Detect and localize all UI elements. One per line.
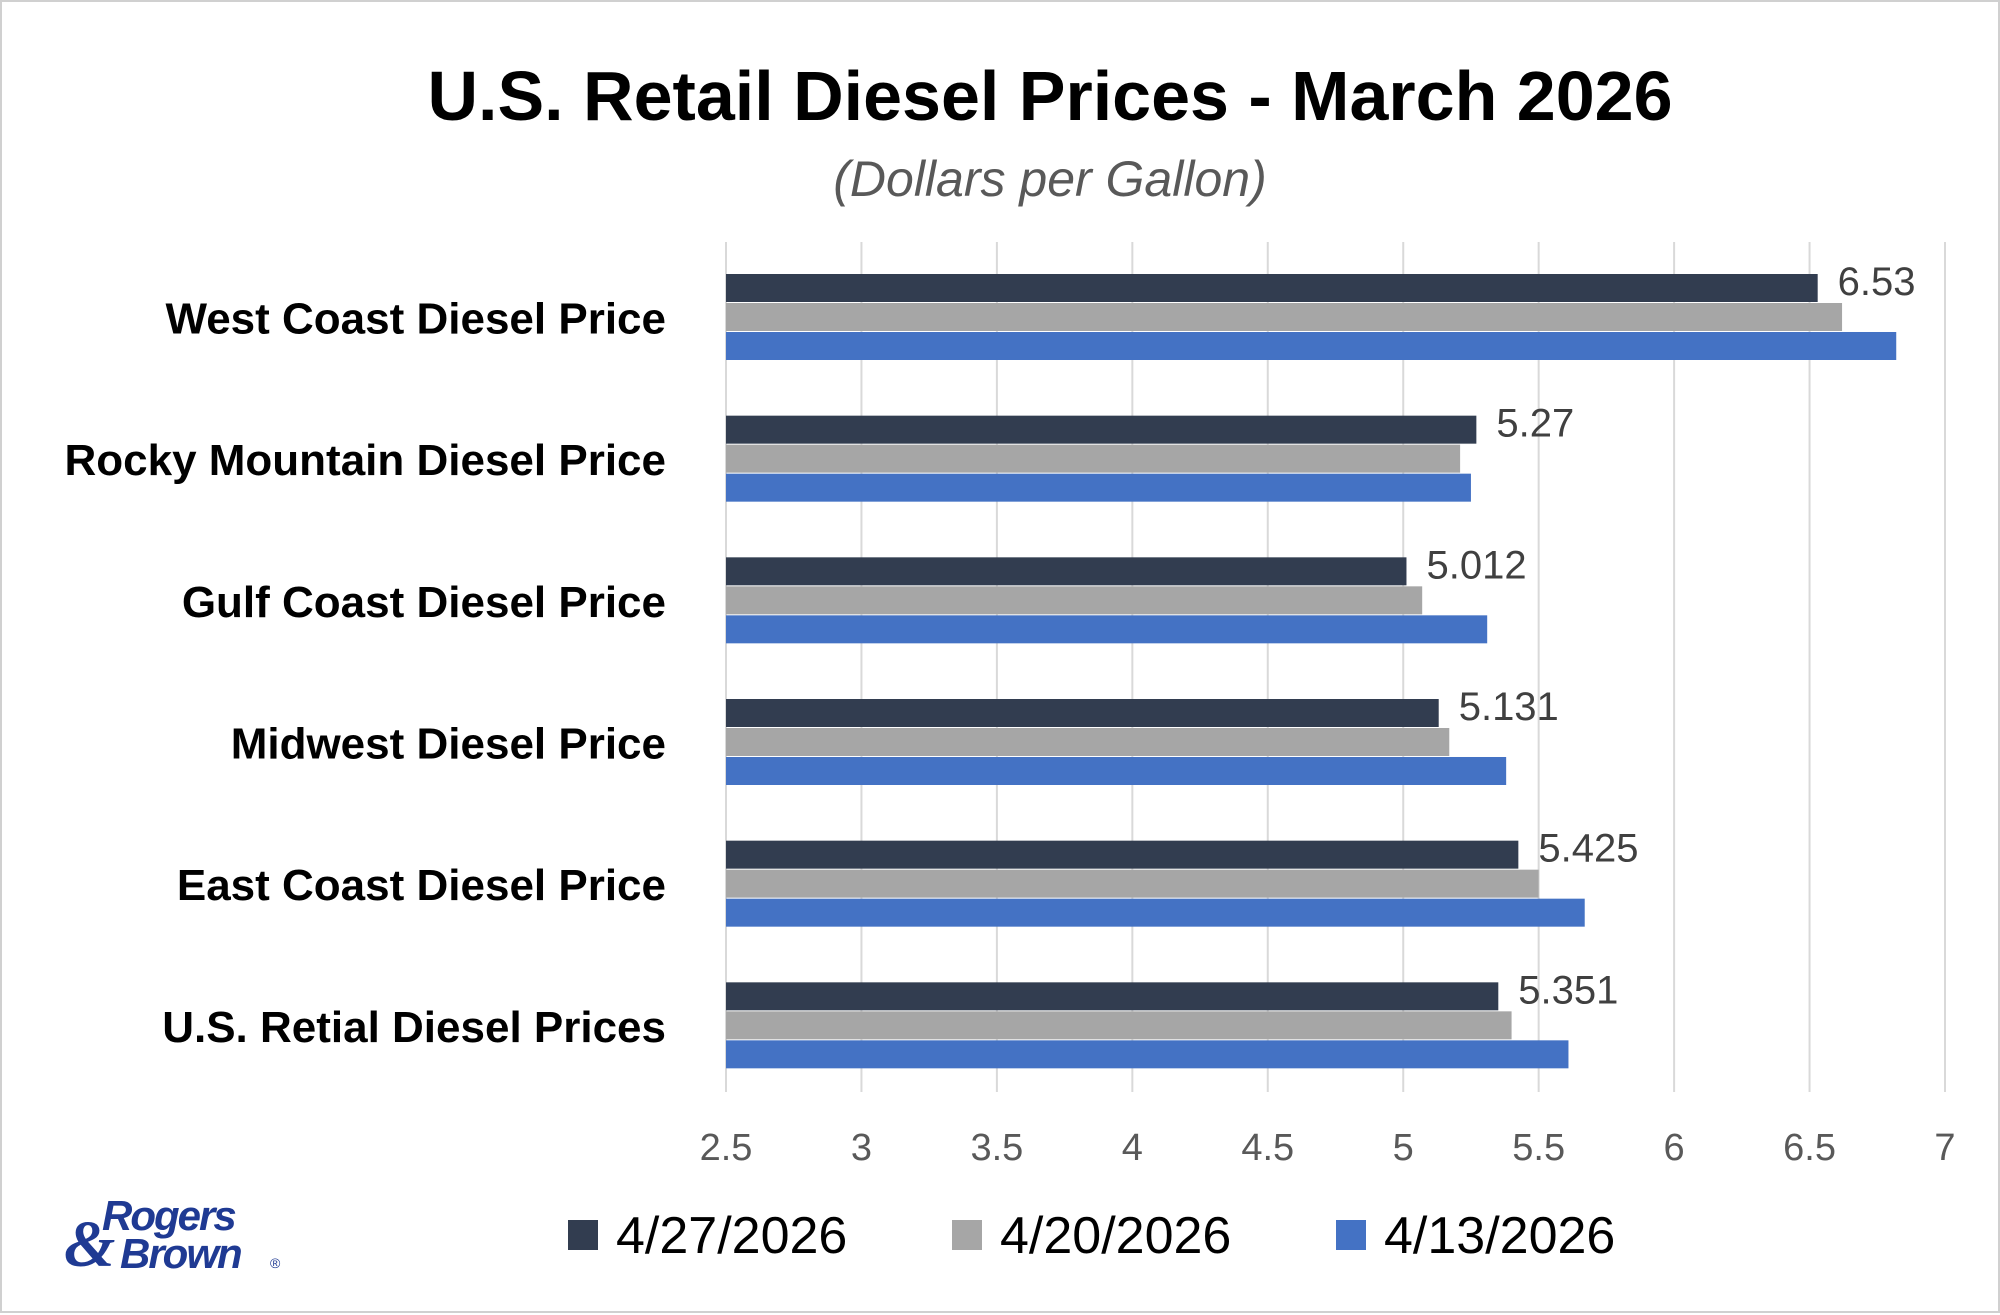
bar-4-13-2026-4 <box>726 898 1585 927</box>
legend-label: 4/20/2026 <box>1000 1207 1231 1265</box>
bar-4-20-2026-0 <box>726 303 1843 331</box>
bar-4-20-2026-2 <box>726 586 1423 615</box>
data-label: 5.27 <box>1496 402 1574 446</box>
legend-label: 4/27/2026 <box>616 1207 847 1265</box>
x-tick-label: 5 <box>1393 1127 1414 1169</box>
data-label: 6.53 <box>1838 260 1916 304</box>
bar-4-20-2026-5 <box>726 1011 1512 1040</box>
bar-4-13-2026-1 <box>726 473 1471 502</box>
bar-4-27-2026-5 <box>726 982 1499 1011</box>
category-label: Gulf Coast Diesel Price <box>182 578 666 627</box>
x-tick-label: 6 <box>1664 1127 1685 1169</box>
category-label: East Coast Diesel Price <box>177 861 666 910</box>
bar-4-13-2026-5 <box>726 1040 1569 1069</box>
bar-4-20-2026-3 <box>726 728 1450 756</box>
bar-4-13-2026-2 <box>726 615 1488 644</box>
data-label: 5.351 <box>1518 968 1618 1012</box>
logo-word-brown: Brown <box>120 1230 241 1277</box>
x-tick-label: 5.5 <box>1512 1127 1565 1169</box>
logo-registered-icon: ® <box>270 1255 281 1271</box>
data-label: 5.131 <box>1459 685 1559 729</box>
x-tick-label: 3 <box>851 1127 872 1169</box>
bar-4-27-2026-1 <box>726 415 1477 444</box>
bar-4-27-2026-2 <box>726 557 1407 586</box>
bar-4-13-2026-0 <box>726 332 1897 360</box>
legend-label: 4/13/2026 <box>1384 1207 1615 1265</box>
x-tick-label: 3.5 <box>970 1127 1023 1169</box>
logo-word-rogers: Rogers <box>102 1192 235 1239</box>
bar-4-27-2026-3 <box>726 699 1439 727</box>
x-tick-label: 6.5 <box>1783 1127 1836 1169</box>
data-labels: 6.53 5.27 5.012 5.131 5.425 5.351 <box>1426 260 1915 1012</box>
chart-title: U.S. Retail Diesel Prices - March 2026 <box>427 57 1672 135</box>
category-label: Midwest Diesel Price <box>231 720 666 769</box>
data-label: 5.425 <box>1538 827 1638 871</box>
data-label: 5.012 <box>1426 543 1526 587</box>
x-tick-label: 7 <box>1934 1127 1955 1169</box>
bar-4-13-2026-3 <box>726 757 1507 785</box>
category-label: West Coast Diesel Price <box>165 295 666 344</box>
bars <box>726 274 1897 1069</box>
bar-4-27-2026-0 <box>726 274 1818 302</box>
bar-4-20-2026-1 <box>726 444 1461 473</box>
x-axis-ticks: 2.5 3 3.5 4 4.5 5 5.5 6 6.5 7 <box>700 1127 1956 1169</box>
x-tick-label: 4.5 <box>1241 1127 1294 1169</box>
logo-ampersand-icon: & <box>64 1208 115 1281</box>
legend-swatch <box>568 1220 598 1250</box>
legend: 4/27/2026 4/20/2026 4/13/2026 <box>568 1207 1615 1265</box>
category-label: U.S. Retial Diesel Prices <box>162 1003 666 1052</box>
chart-subtitle: (Dollars per Gallon) <box>833 151 1266 207</box>
gridlines <box>725 242 1946 1092</box>
x-tick-label: 2.5 <box>700 1127 753 1169</box>
x-tick-label: 4 <box>1122 1127 1143 1169</box>
category-label: Rocky Mountain Diesel Price <box>64 436 666 485</box>
category-labels: West Coast Diesel Price Rocky Mountain Di… <box>64 295 666 1052</box>
rogers-brown-logo: Rogers Brown & ® <box>64 1192 281 1281</box>
legend-swatch <box>952 1220 982 1250</box>
bar-4-27-2026-4 <box>726 840 1519 869</box>
legend-swatch <box>1336 1220 1366 1250</box>
bar-4-20-2026-4 <box>726 869 1539 898</box>
